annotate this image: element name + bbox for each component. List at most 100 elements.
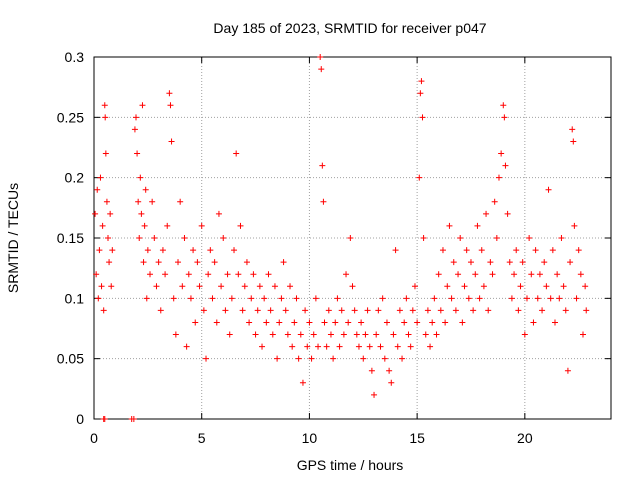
data-point <box>220 235 227 241</box>
data-point <box>435 271 442 278</box>
data-point <box>338 307 345 314</box>
data-point <box>312 295 319 302</box>
data-point <box>431 295 438 302</box>
data-point <box>429 319 436 326</box>
y-tick-label: 0.25 <box>57 109 84 125</box>
data-point <box>366 343 373 350</box>
data-point <box>465 295 472 302</box>
data-point <box>377 343 384 350</box>
data-point <box>364 307 371 314</box>
data-point <box>105 235 112 241</box>
data-point <box>526 235 533 241</box>
data-point <box>541 259 548 266</box>
data-point <box>263 319 270 326</box>
data-point <box>371 391 378 398</box>
data-point <box>489 271 496 278</box>
data-point <box>446 222 453 229</box>
data-point <box>567 259 574 266</box>
data-point <box>420 235 427 241</box>
y-axis-label: SRMTID / TECUs <box>5 183 21 293</box>
data-point <box>323 343 330 350</box>
data-point <box>278 295 285 302</box>
data-point <box>381 355 388 362</box>
data-point <box>569 126 576 133</box>
data-point <box>211 259 218 266</box>
data-point <box>424 307 431 314</box>
data-point <box>187 295 194 302</box>
data-point <box>545 186 552 193</box>
data-point <box>427 343 434 350</box>
data-point <box>274 355 281 362</box>
data-point <box>200 307 207 314</box>
data-point <box>379 295 386 302</box>
data-point <box>405 331 412 338</box>
data-point <box>308 355 315 362</box>
x-tick-label: 15 <box>409 430 425 446</box>
data-point <box>241 283 248 290</box>
data-point <box>401 319 408 326</box>
data-point <box>291 319 298 326</box>
data-point <box>97 174 104 181</box>
data-point <box>102 150 109 157</box>
data-point <box>168 138 175 145</box>
data-point <box>498 150 505 157</box>
data-point <box>203 355 210 362</box>
data-point <box>325 307 332 314</box>
data-point <box>159 247 166 254</box>
data-point <box>252 331 259 338</box>
data-point <box>321 319 328 326</box>
data-point <box>467 259 474 266</box>
data-point <box>575 247 582 254</box>
x-tick-label: 10 <box>302 430 318 446</box>
data-point <box>172 331 179 338</box>
data-point <box>532 247 539 254</box>
data-point <box>140 259 147 266</box>
data-point <box>282 307 289 314</box>
data-point <box>100 307 107 314</box>
data-point <box>130 416 137 422</box>
data-point <box>347 235 354 241</box>
data-point <box>141 222 148 229</box>
data-point <box>108 283 115 290</box>
data-point <box>407 343 414 350</box>
data-point <box>177 198 184 205</box>
data-point <box>166 90 173 97</box>
data-point <box>192 319 199 326</box>
data-point <box>284 331 291 338</box>
data-point <box>102 114 109 121</box>
data-point <box>358 319 365 326</box>
data-point <box>373 331 380 338</box>
data-point <box>534 295 541 302</box>
data-point <box>459 319 466 326</box>
data-point <box>94 186 101 193</box>
data-point <box>231 247 238 254</box>
data-point <box>96 247 103 254</box>
data-point <box>92 210 99 217</box>
data-point <box>157 307 164 314</box>
data-point <box>583 307 590 314</box>
data-point <box>265 271 272 278</box>
data-point <box>228 295 235 302</box>
data-point <box>419 114 426 121</box>
data-point <box>450 259 457 266</box>
data-point <box>207 247 214 254</box>
data-point <box>399 355 406 362</box>
data-point <box>383 319 390 326</box>
data-point <box>355 343 362 350</box>
data-point <box>330 355 337 362</box>
data-point <box>519 259 526 266</box>
data-point <box>340 331 347 338</box>
data-point <box>235 271 242 278</box>
data-point <box>577 271 584 278</box>
data-point <box>491 198 498 205</box>
data-point <box>280 259 287 266</box>
data-point <box>554 271 561 278</box>
data-point <box>147 271 154 278</box>
data-point <box>536 271 543 278</box>
data-point <box>470 307 477 314</box>
data-point <box>403 295 410 302</box>
data-point <box>149 198 156 205</box>
x-tick-label: 0 <box>90 430 98 446</box>
data-point <box>362 331 369 338</box>
data-point <box>487 259 494 266</box>
